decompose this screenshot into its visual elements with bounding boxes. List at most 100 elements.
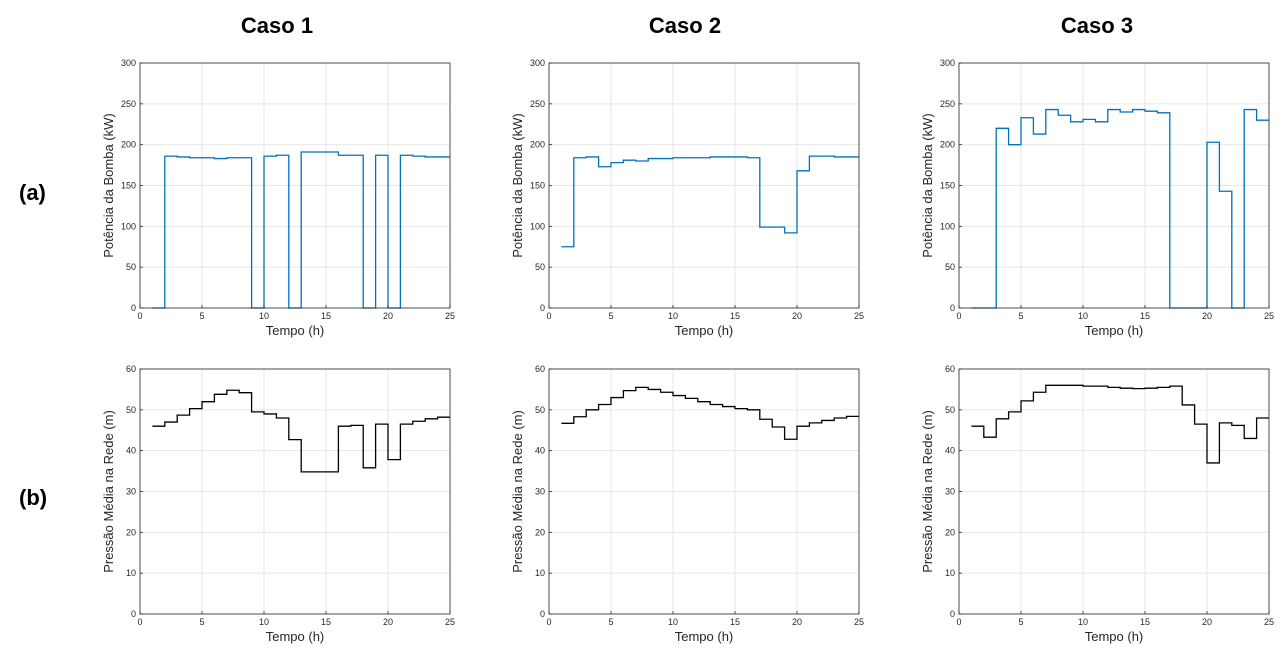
x-tick-label: 20 bbox=[1202, 617, 1212, 627]
x-tick-label: 10 bbox=[259, 311, 269, 321]
x-tick-label: 25 bbox=[854, 617, 864, 627]
y-tick-label: 250 bbox=[940, 99, 955, 109]
x-tick-label: 10 bbox=[259, 617, 269, 627]
x-tick-label: 10 bbox=[668, 311, 678, 321]
x-axis-label: Tempo (h) bbox=[266, 323, 325, 338]
x-axis-label: Tempo (h) bbox=[266, 629, 325, 644]
x-tick-label: 20 bbox=[792, 311, 802, 321]
x-tick-label: 5 bbox=[199, 311, 204, 321]
series-line-b-caso-2 bbox=[561, 386, 859, 440]
y-tick-label: 0 bbox=[131, 609, 136, 619]
x-tick-label: 5 bbox=[1018, 617, 1023, 627]
series-line-a-caso-3 bbox=[971, 108, 1269, 309]
y-tick-label: 0 bbox=[950, 303, 955, 313]
x-tick-label: 0 bbox=[546, 617, 551, 627]
x-tick-label: 0 bbox=[956, 617, 961, 627]
series-line-a-caso-2 bbox=[561, 155, 859, 248]
y-tick-label: 50 bbox=[535, 262, 545, 272]
row-label-b: (b) bbox=[19, 485, 47, 510]
x-tick-label: 0 bbox=[137, 311, 142, 321]
x-tick-label: 25 bbox=[1264, 617, 1274, 627]
y-tick-label: 40 bbox=[126, 446, 136, 456]
y-tick-label: 200 bbox=[121, 140, 136, 150]
y-tick-label: 300 bbox=[121, 58, 136, 68]
x-tick-label: 25 bbox=[854, 311, 864, 321]
y-tick-label: 40 bbox=[535, 446, 545, 456]
series-line-b-caso-3 bbox=[971, 384, 1269, 464]
x-axis-label: Tempo (h) bbox=[675, 323, 734, 338]
y-tick-label: 300 bbox=[530, 58, 545, 68]
y-tick-label: 40 bbox=[945, 446, 955, 456]
y-tick-label: 60 bbox=[126, 364, 136, 374]
x-tick-label: 25 bbox=[445, 311, 455, 321]
x-tick-label: 20 bbox=[792, 617, 802, 627]
y-tick-label: 250 bbox=[530, 99, 545, 109]
y-tick-label: 50 bbox=[945, 262, 955, 272]
plot-b-caso-1: 0 5 10 15 20 25 0 10 20 30 40 50 60 Tempo (h) Pressão … bbox=[101, 364, 455, 644]
column-title-caso-2: Caso 2 bbox=[649, 13, 721, 38]
y-tick-label: 150 bbox=[940, 181, 955, 191]
x-axis-label: Tempo (h) bbox=[1085, 323, 1144, 338]
plot-b-caso-2: 0 5 10 15 20 25 0 10 20 30 40 50 60 Tempo (h) Pressão … bbox=[510, 364, 864, 644]
y-tick-label: 0 bbox=[131, 303, 136, 313]
y-tick-label: 20 bbox=[945, 527, 955, 537]
x-tick-label: 20 bbox=[383, 617, 393, 627]
x-tick-label: 10 bbox=[668, 617, 678, 627]
y-tick-label: 150 bbox=[121, 181, 136, 191]
x-tick-label: 20 bbox=[383, 311, 393, 321]
column-title-caso-1: Caso 1 bbox=[241, 13, 313, 38]
y-axis-label: Pressão Média na Rede (m) bbox=[510, 410, 525, 573]
y-tick-label: 300 bbox=[940, 58, 955, 68]
y-tick-label: 20 bbox=[535, 527, 545, 537]
x-tick-label: 25 bbox=[1264, 311, 1274, 321]
y-tick-label: 50 bbox=[945, 405, 955, 415]
x-axis-label: Tempo (h) bbox=[1085, 629, 1144, 644]
y-tick-label: 60 bbox=[535, 364, 545, 374]
y-tick-label: 0 bbox=[950, 609, 955, 619]
plot-b-caso-3: 0 5 10 15 20 25 0 10 20 30 40 50 60 Tempo (h) Pressão … bbox=[920, 364, 1274, 644]
y-tick-label: 0 bbox=[540, 303, 545, 313]
x-tick-label: 0 bbox=[137, 617, 142, 627]
x-tick-label: 25 bbox=[445, 617, 455, 627]
y-tick-label: 200 bbox=[940, 140, 955, 150]
y-tick-label: 10 bbox=[945, 568, 955, 578]
x-tick-label: 0 bbox=[956, 311, 961, 321]
y-axis-label: Pressão Média na Rede (m) bbox=[920, 410, 935, 573]
column-title-caso-3: Caso 3 bbox=[1061, 13, 1133, 38]
row-label-a: (a) bbox=[19, 180, 46, 205]
y-tick-label: 30 bbox=[126, 487, 136, 497]
y-tick-label: 100 bbox=[121, 221, 136, 231]
x-tick-label: 15 bbox=[730, 311, 740, 321]
x-tick-label: 5 bbox=[608, 617, 613, 627]
y-tick-label: 50 bbox=[126, 262, 136, 272]
y-tick-label: 100 bbox=[940, 221, 955, 231]
x-tick-label: 15 bbox=[730, 617, 740, 627]
x-tick-label: 5 bbox=[608, 311, 613, 321]
y-tick-label: 100 bbox=[530, 221, 545, 231]
x-tick-label: 20 bbox=[1202, 311, 1212, 321]
x-tick-label: 5 bbox=[1018, 311, 1023, 321]
y-tick-label: 250 bbox=[121, 99, 136, 109]
x-tick-label: 15 bbox=[1140, 311, 1150, 321]
y-tick-label: 10 bbox=[535, 568, 545, 578]
y-tick-label: 60 bbox=[945, 364, 955, 374]
y-axis-label: Potência da Bomba (kW) bbox=[920, 113, 935, 258]
y-tick-label: 30 bbox=[535, 487, 545, 497]
x-tick-label: 5 bbox=[199, 617, 204, 627]
y-tick-label: 30 bbox=[945, 487, 955, 497]
y-axis-label: Potência da Bomba (kW) bbox=[101, 113, 116, 258]
series-line-b-caso-1 bbox=[152, 389, 450, 473]
x-tick-label: 15 bbox=[321, 311, 331, 321]
x-tick-label: 0 bbox=[546, 311, 551, 321]
y-tick-label: 0 bbox=[540, 609, 545, 619]
y-tick-label: 50 bbox=[126, 405, 136, 415]
x-tick-label: 10 bbox=[1078, 311, 1088, 321]
x-tick-label: 15 bbox=[321, 617, 331, 627]
y-tick-label: 50 bbox=[535, 405, 545, 415]
y-axis-label: Potência da Bomba (kW) bbox=[510, 113, 525, 258]
x-axis-label: Tempo (h) bbox=[675, 629, 734, 644]
y-tick-label: 200 bbox=[530, 140, 545, 150]
x-tick-label: 10 bbox=[1078, 617, 1088, 627]
